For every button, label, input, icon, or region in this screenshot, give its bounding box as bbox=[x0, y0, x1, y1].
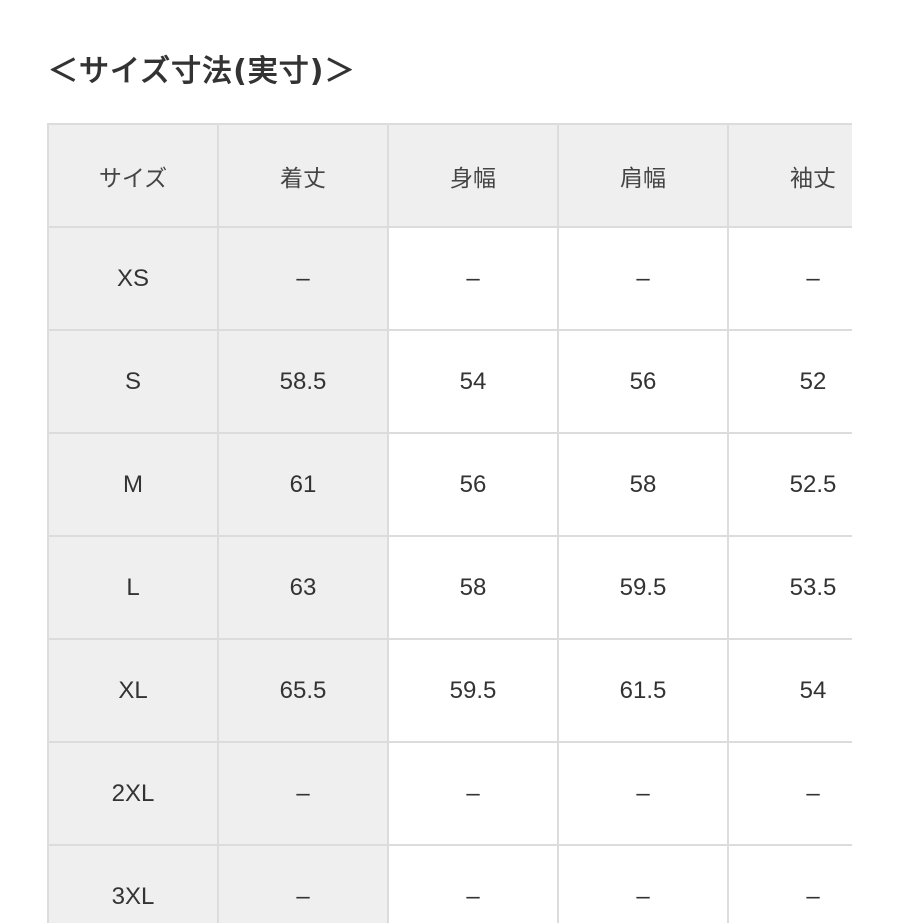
table-cell: – bbox=[557, 226, 729, 331]
size-label-cell: L bbox=[47, 535, 219, 640]
size-label-cell: S bbox=[47, 329, 219, 434]
size-label-cell: 2XL bbox=[47, 741, 219, 846]
table-cell: – bbox=[217, 844, 389, 923]
size-label-cell: XL bbox=[47, 638, 219, 743]
table-row: S 58.5 54 56 52 bbox=[47, 329, 852, 434]
table-row: 2XL – – – – bbox=[47, 741, 852, 846]
table-cell: – bbox=[727, 226, 852, 331]
table-cell: – bbox=[387, 844, 559, 923]
table-cell: – bbox=[727, 844, 852, 923]
table-cell: 53.5 bbox=[727, 535, 852, 640]
table-cell: 52.5 bbox=[727, 432, 852, 537]
table-header-row: サイズ 着丈 身幅 肩幅 袖丈 bbox=[47, 123, 852, 228]
table-row: 3XL – – – – bbox=[47, 844, 852, 923]
table-cell: – bbox=[557, 844, 729, 923]
table-cell: – bbox=[217, 226, 389, 331]
table-cell: – bbox=[217, 741, 389, 846]
table-row: XS – – – – bbox=[47, 226, 852, 331]
table-cell: 58.5 bbox=[217, 329, 389, 434]
table-cell: 56 bbox=[557, 329, 729, 434]
page-title: ＜サイズ寸法(実寸)＞ bbox=[48, 54, 356, 89]
table-cell: – bbox=[387, 226, 559, 331]
column-header: 身幅 bbox=[387, 123, 559, 228]
column-header: サイズ bbox=[47, 123, 219, 228]
column-header: 肩幅 bbox=[557, 123, 729, 228]
table-cell: 54 bbox=[387, 329, 559, 434]
table-cell: 61.5 bbox=[557, 638, 729, 743]
table-cell: 65.5 bbox=[217, 638, 389, 743]
table-cell: – bbox=[727, 741, 852, 846]
table-row: L 63 58 59.5 53.5 bbox=[47, 535, 852, 640]
table-row: M 61 56 58 52.5 bbox=[47, 432, 852, 537]
table-cell: 59.5 bbox=[387, 638, 559, 743]
table-cell: 63 bbox=[217, 535, 389, 640]
table-cell: 59.5 bbox=[557, 535, 729, 640]
table-cell: 61 bbox=[217, 432, 389, 537]
size-label-cell: M bbox=[47, 432, 219, 537]
table-cell: 58 bbox=[557, 432, 729, 537]
table-cell: 52 bbox=[727, 329, 852, 434]
table-cell: 54 bbox=[727, 638, 852, 743]
size-table-container: サイズ 着丈 身幅 肩幅 袖丈 XS – – – – S 58.5 54 56 52 M 61 56 58 52.5 L… bbox=[47, 123, 852, 923]
table-cell: – bbox=[387, 741, 559, 846]
size-label-cell: XS bbox=[47, 226, 219, 331]
table-cell: 58 bbox=[387, 535, 559, 640]
table-cell: 56 bbox=[387, 432, 559, 537]
size-table: サイズ 着丈 身幅 肩幅 袖丈 XS – – – – S 58.5 54 56 52 M 61 56 58 52.5 L… bbox=[47, 123, 852, 923]
column-header: 袖丈 bbox=[727, 123, 852, 228]
column-header: 着丈 bbox=[217, 123, 389, 228]
table-row: XL 65.5 59.5 61.5 54 bbox=[47, 638, 852, 743]
table-cell: – bbox=[557, 741, 729, 846]
size-label-cell: 3XL bbox=[47, 844, 219, 923]
